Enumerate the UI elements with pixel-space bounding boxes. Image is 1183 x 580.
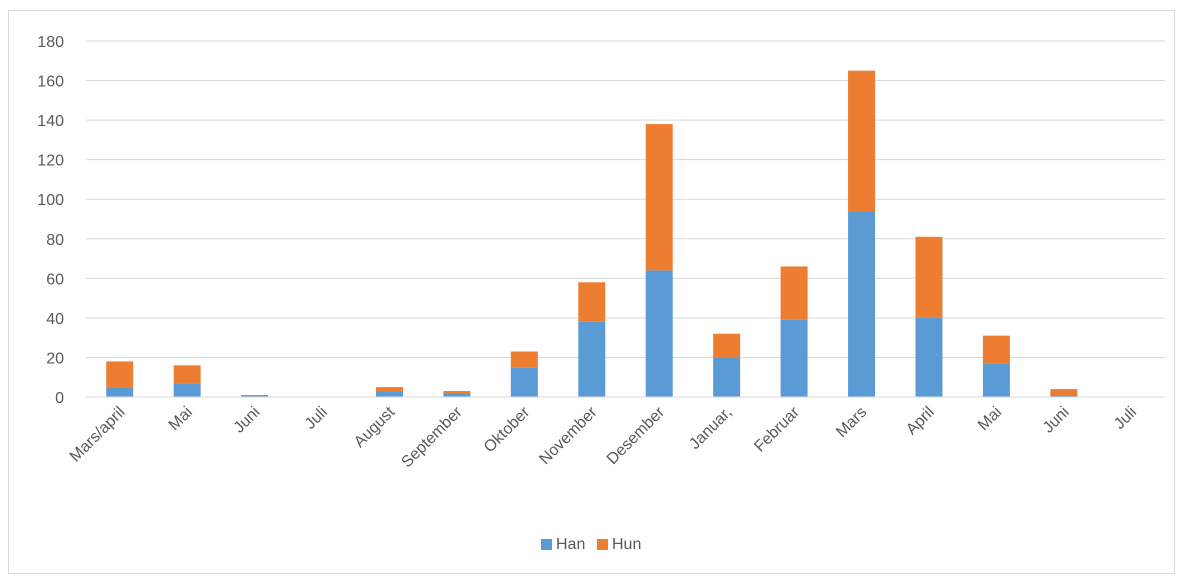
bar-hun-10 (780, 266, 808, 320)
bar-hun-11 (848, 70, 876, 212)
y-axis-tick-labels: 0 20 40 60 80 100 120 140 160 180 (37, 34, 64, 407)
x-tick-label: Mars/april (67, 404, 129, 466)
bar-han-1 (173, 383, 201, 397)
x-tick-label: Mai (975, 404, 1005, 434)
x-tick-label: September (398, 403, 466, 471)
bar-hun-0 (106, 361, 134, 388)
bar-hun-5 (443, 391, 471, 394)
bar-han-10 (780, 319, 808, 397)
x-tick-label: November (536, 403, 601, 468)
x-axis-tick-labels: Mars/april Mai Juni Juli August September Okto… (67, 403, 1140, 471)
bar-hun-9 (713, 333, 741, 358)
x-tick-label: April (903, 404, 938, 439)
x-tick-label: Juni (1040, 404, 1073, 437)
y-tick-label: 160 (37, 74, 64, 91)
bar-han-7 (578, 321, 606, 397)
bar-hun-13 (982, 335, 1010, 364)
bar-hun-12 (915, 236, 943, 318)
x-tick-label: Juli (302, 404, 331, 433)
bar-hun-4 (375, 387, 403, 392)
gridlines (86, 40, 1165, 358)
y-tick-label: 140 (37, 113, 64, 130)
bar-han-9 (713, 357, 741, 397)
x-tick-label: Juni (231, 404, 264, 437)
bar-han-0 (106, 387, 134, 397)
x-tick-label: Januar, (686, 404, 735, 453)
y-tick-label: 40 (46, 311, 64, 328)
y-tick-label: 180 (37, 34, 64, 51)
y-tick-label: 0 (55, 390, 64, 407)
x-tick-label: August (351, 403, 399, 451)
bar-han-13 (982, 363, 1010, 397)
legend: Han Hun (541, 536, 641, 553)
x-tick-label: Oktober (481, 403, 534, 456)
y-tick-label: 120 (37, 153, 64, 170)
bar-hun-8 (645, 124, 673, 271)
x-tick-label: Desember (604, 403, 669, 468)
bar-hun-6 (510, 351, 538, 368)
bar-han-8 (645, 270, 673, 397)
bar-hun-14 (1050, 389, 1078, 396)
legend-label-han: Han (556, 536, 585, 553)
bar-han-4 (375, 391, 403, 397)
legend-swatch-han (541, 539, 552, 550)
y-tick-label: 80 (46, 232, 64, 249)
x-tick-label: Mars (833, 404, 870, 441)
x-tick-label: Juli (1111, 404, 1140, 433)
x-tick-label: Februar (751, 403, 803, 455)
bar-han-6 (510, 367, 538, 397)
y-tick-label: 20 (46, 350, 64, 367)
bar-han-12 (915, 317, 943, 397)
legend-swatch-hun (597, 539, 608, 550)
bar-han-2 (241, 395, 269, 397)
y-tick-label: 100 (37, 192, 64, 209)
bars (106, 70, 1078, 397)
x-tick-label: Mai (166, 404, 196, 434)
bar-hun-7 (578, 282, 606, 322)
bar-han-14 (1050, 395, 1078, 397)
bar-han-5 (443, 393, 471, 397)
legend-label-hun: Hun (612, 536, 641, 553)
bar-hun-1 (173, 365, 201, 384)
y-tick-label: 60 (46, 271, 64, 288)
bar-han-11 (848, 211, 876, 397)
